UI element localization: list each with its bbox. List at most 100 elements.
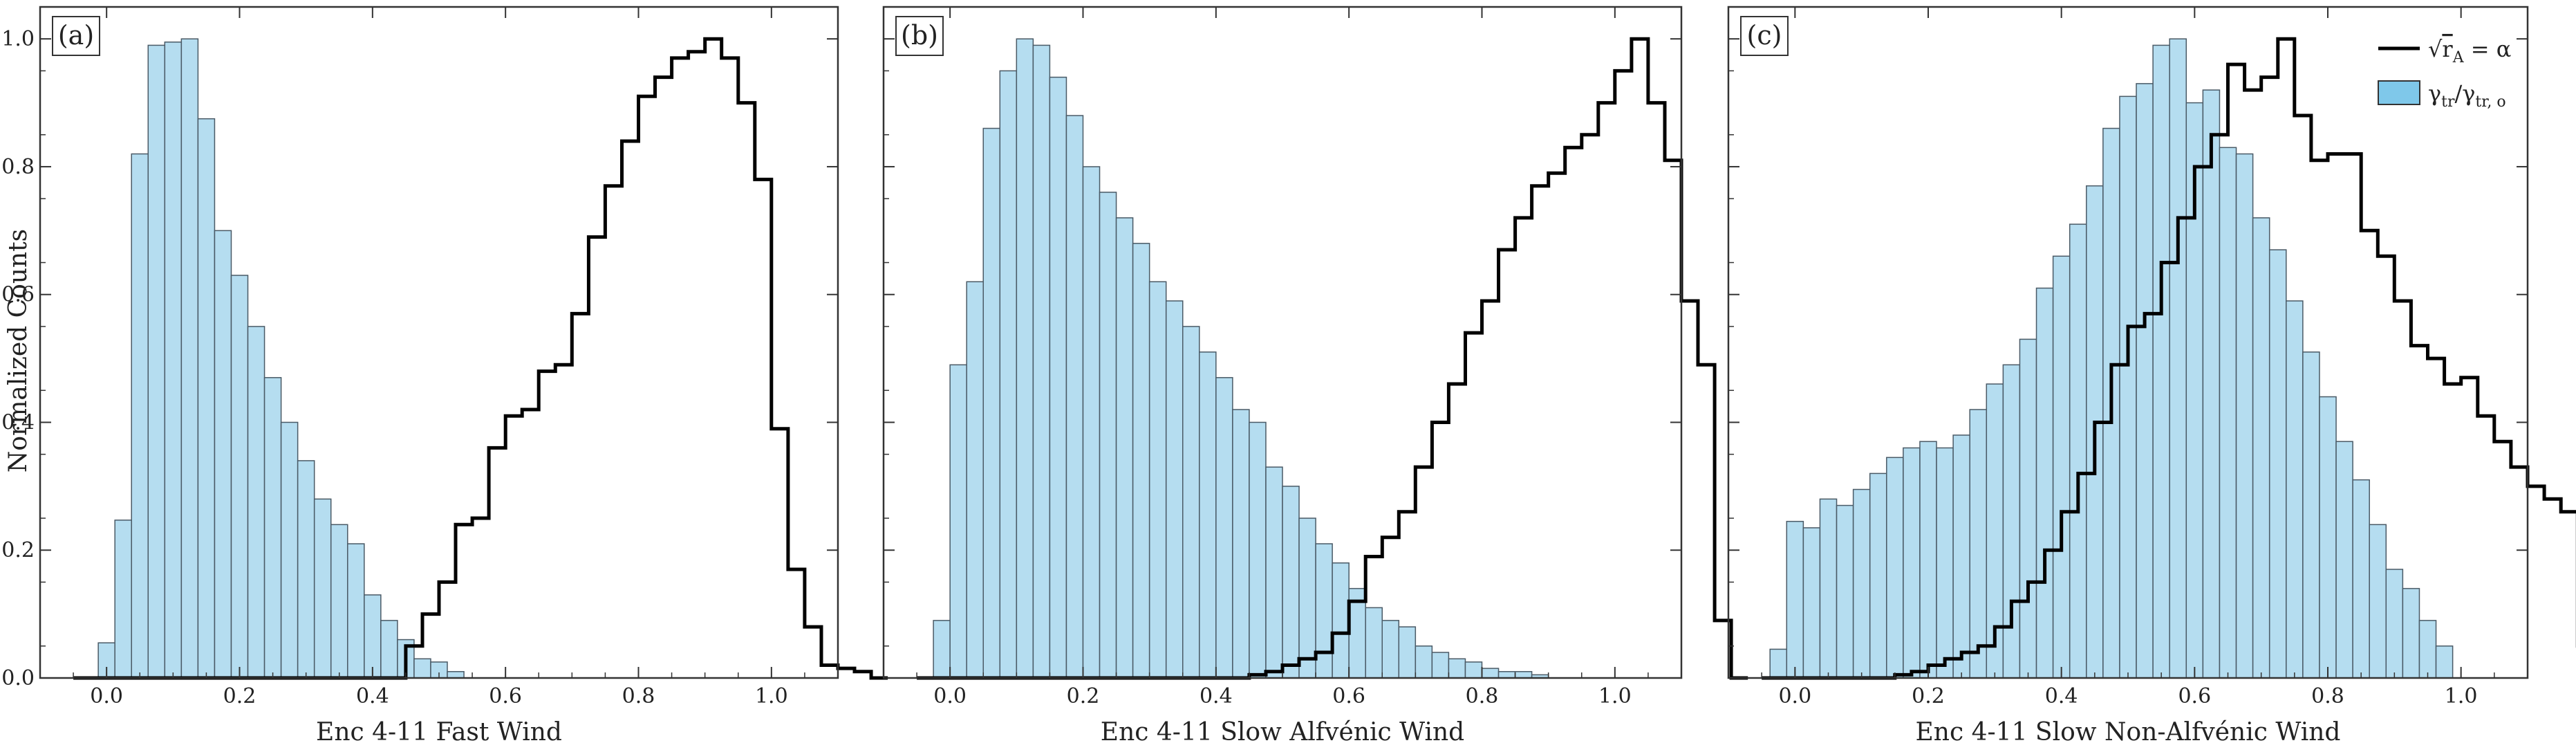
x-tick-label: 1.0 (2445, 684, 2478, 708)
y-tick-label: 0.6 (1, 283, 35, 307)
hist-bar (2252, 217, 2270, 679)
hist-bar (2302, 351, 2320, 679)
sqrt-symbol: √ (2428, 36, 2443, 62)
hist-bar (2418, 620, 2437, 679)
hist-bar (2052, 255, 2071, 679)
hist-bar (1464, 661, 1483, 679)
x-tick-label: 0.8 (1466, 684, 1499, 708)
hist-bar (1514, 671, 1533, 679)
hist-bar (147, 44, 166, 679)
hist-bar (1165, 300, 1184, 679)
hist-bar (1132, 243, 1150, 679)
hist-bar (2352, 479, 2370, 679)
x-tick-label: 0.4 (2045, 684, 2078, 708)
panel-a: 0.0 0.2 0.4 0.6 0.8 1.00.00.20.40.60.81.0 (a) … (1, 6, 888, 746)
hist-bar (2069, 223, 2087, 679)
x-tick-label: 0.6 (1332, 684, 1365, 708)
x-axis-label-b: Enc 4-11 Slow Alfvénic Wind (1101, 718, 1464, 746)
y-tick-label: 0.2 (1, 538, 35, 562)
y-axis-label: Normalized Counts (4, 229, 32, 473)
hist-bar (1819, 498, 1838, 679)
hist-bar (1082, 166, 1101, 679)
hist-bar (1802, 527, 1821, 679)
hist-bar (1099, 192, 1117, 679)
hist-bar (1969, 409, 1988, 679)
hist-bar (2435, 645, 2454, 679)
legend-bar-swatch (2378, 80, 2420, 105)
hist-bar (1016, 38, 1034, 679)
hist-bar (1415, 645, 1433, 679)
hist-bar (164, 42, 183, 679)
plot-area-b: 0.0 0.2 0.4 0.6 0.8 1.0 (b) (882, 6, 1748, 708)
hist-bar (1115, 217, 1134, 679)
hist-bar (1365, 607, 1383, 679)
hist-bar (2235, 153, 2254, 679)
hist-bar (2369, 524, 2387, 679)
hist-bar (1869, 473, 1887, 679)
x-tick-label: 1.0 (1598, 684, 1632, 708)
hist-bar (2202, 89, 2221, 679)
hist-bar (1199, 351, 1217, 679)
hist-bar (1448, 658, 1466, 679)
hist-bar (966, 281, 984, 679)
hist-bar (2119, 95, 2137, 679)
hist-bar (1903, 447, 1921, 679)
y-tick-label: 1.0 (1, 27, 35, 51)
hist-bar (263, 377, 282, 679)
hist-bar (1249, 421, 1267, 679)
hist-bar (1769, 648, 1788, 679)
x-tick-label: 0.0 (933, 684, 967, 708)
hist-bar (330, 524, 348, 679)
hist-bar (364, 594, 382, 679)
panel-tag-a: (a) (58, 20, 94, 51)
hist-bar (1497, 671, 1516, 679)
panel-c: 0.0 0.2 0.4 0.6 0.8 1.0 (c) Enc 4-11 Slow Non-… (1727, 6, 2576, 746)
hist-bar (2402, 587, 2420, 679)
hist-bar (1936, 447, 1954, 679)
hist-bar (1148, 281, 1167, 679)
hist-bar (1852, 488, 1871, 679)
x-axis-label-a: Enc 4-11 Fast Wind (316, 718, 562, 746)
hist-bar (982, 127, 1001, 679)
panel-tag-b: (b) (901, 20, 938, 51)
hist-bar (214, 230, 232, 679)
hist-bar (1049, 76, 1067, 679)
hist-bar (1315, 543, 1333, 679)
hist-bar (1298, 517, 1316, 679)
hist-bar (1836, 504, 1854, 679)
panel-tag-box-c (1740, 16, 1789, 56)
hist-bar (2268, 249, 2287, 679)
hist-bar (1215, 377, 1233, 679)
hist-bar (2335, 441, 2353, 679)
hist-bar (1032, 44, 1051, 679)
hist-bar (197, 118, 216, 679)
hist-bar (1431, 652, 1450, 679)
hist-bar (2319, 396, 2337, 679)
hist-bar (1398, 626, 1417, 679)
hist-bar (1065, 115, 1084, 679)
hist-bar (999, 70, 1018, 679)
hist-bar (413, 658, 431, 679)
hist-bar (1265, 466, 1283, 679)
hist-bar (1332, 562, 1350, 679)
x-tick-label: 0.2 (223, 684, 256, 708)
hist-bar (1381, 620, 1400, 679)
hist-bar (114, 520, 132, 679)
legend-line-label: √rA = α (2428, 36, 2511, 66)
hist-bar (280, 421, 299, 679)
legend: √rA = α γtr/γtr, o (2378, 36, 2511, 111)
step-line-series (1762, 37, 2576, 680)
hist-bar (1182, 326, 1200, 679)
hist-bar (1232, 409, 1250, 679)
hist-bar (1786, 520, 1804, 679)
hist-bar (2152, 44, 2170, 679)
hist-bar (2169, 38, 2187, 679)
panel-tag-c: (c) (1747, 20, 1782, 51)
hist-bar (1348, 587, 1366, 679)
y-tick-label: 0.4 (1, 410, 35, 434)
hist-bar (2219, 147, 2237, 679)
hist-bar (347, 543, 365, 679)
legend-bar-label: γtr/γtr, o (2428, 80, 2506, 111)
hist-bar (380, 620, 398, 679)
